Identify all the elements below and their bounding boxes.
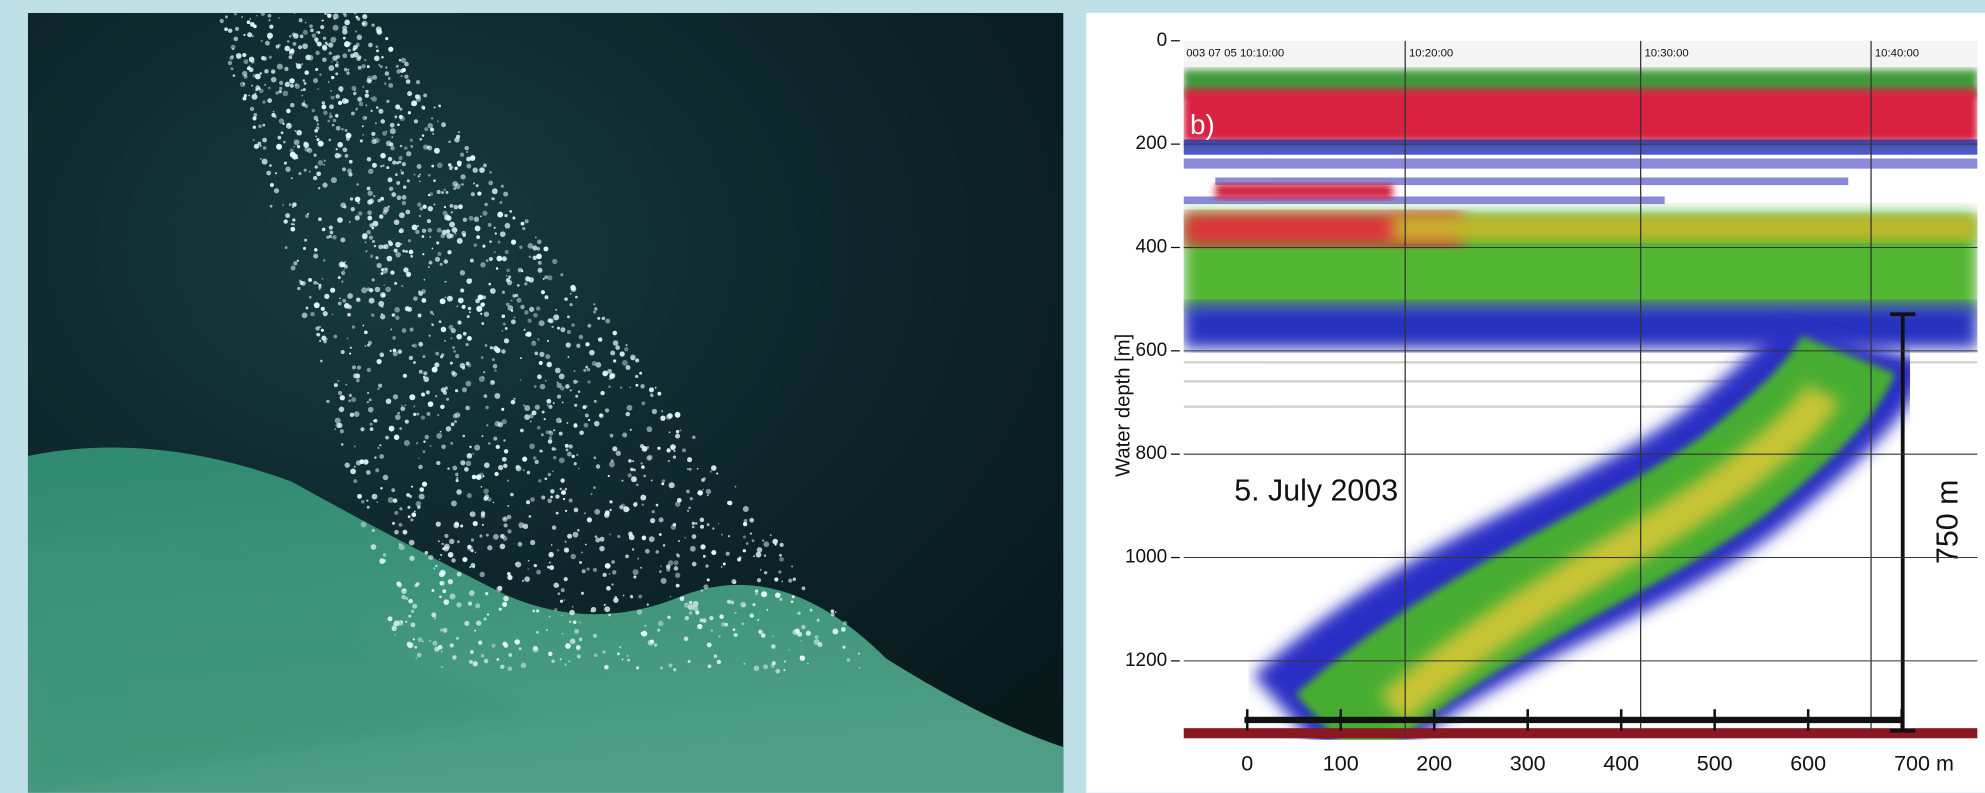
distance-bar	[1244, 716, 1904, 724]
x-tick-label: 600	[1790, 752, 1826, 776]
x-tick-label: 700 m	[1894, 752, 1954, 776]
y-tick-label: 800	[1136, 443, 1168, 464]
time-label: 10:20:00	[1409, 47, 1453, 59]
frame	[0, 0, 1985, 13]
x-tick-label: 300	[1510, 752, 1546, 776]
x-tick-label: 500	[1697, 752, 1733, 776]
panel-label: b)	[1190, 109, 1215, 140]
x-tick-label: 400	[1603, 752, 1639, 776]
x-tick-label: 100	[1323, 752, 1359, 776]
y-tick-label: 200	[1136, 133, 1168, 154]
time-label: 10:30:00	[1644, 47, 1688, 59]
time-label: 10:40:00	[1875, 47, 1919, 59]
x-tick-label: 0	[1241, 752, 1253, 776]
y-tick-label: 0	[1157, 30, 1168, 51]
date-annotation: 5. July 2003	[1234, 474, 1398, 508]
y-tick-label: 1200	[1125, 650, 1167, 671]
photo	[27, 12, 1064, 793]
time-label: 003 07 05 10:10:00	[1186, 47, 1284, 59]
height-annotation: 750 m	[1931, 480, 1965, 564]
y-tick-label: 600	[1136, 340, 1168, 361]
y-axis-label: Water depth [m]	[1113, 334, 1135, 477]
y-tick-label: 400	[1136, 236, 1168, 257]
x-tick-label: 200	[1416, 752, 1452, 776]
echogram	[1183, 40, 1978, 740]
y-tick-label: 1000	[1125, 547, 1167, 568]
